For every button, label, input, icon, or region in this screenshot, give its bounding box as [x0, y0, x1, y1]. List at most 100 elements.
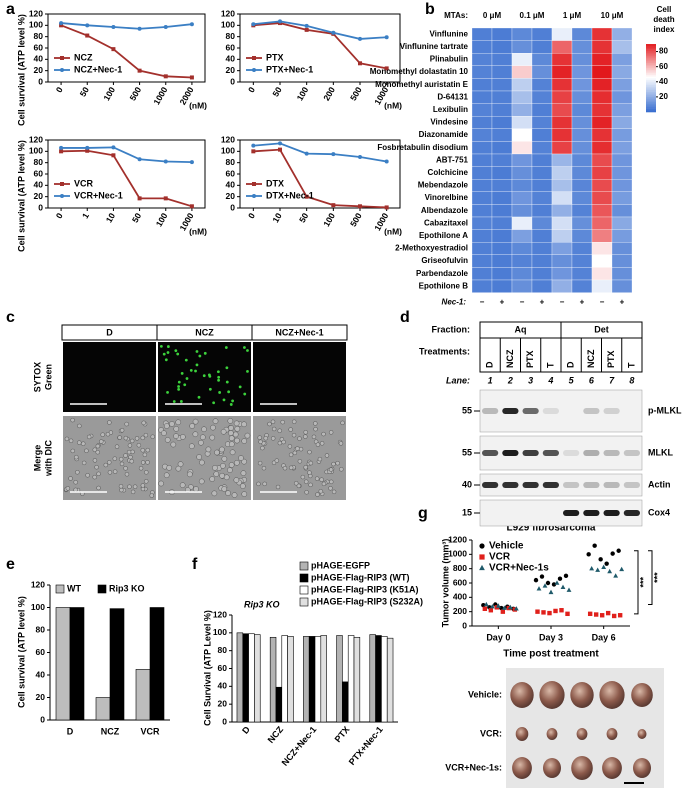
legend-label: VCR+Nec-1s [489, 563, 549, 574]
y-tick-label: 0 [462, 620, 467, 630]
marker [331, 152, 336, 157]
tumor [631, 683, 653, 707]
dic-cell [260, 445, 265, 451]
bar [320, 635, 327, 723]
marker [501, 605, 507, 610]
heatmap-cell [611, 179, 633, 192]
dic-cell [319, 441, 325, 446]
dic-cell [201, 426, 207, 433]
colorbar-step [646, 76, 656, 79]
dic-cell [119, 487, 124, 493]
colorbar-step [646, 98, 656, 101]
dic-cell [267, 421, 272, 427]
marker [189, 22, 194, 27]
y-tick-label: 120 [213, 609, 227, 619]
heatmap-cell [551, 267, 573, 281]
dic-cell [313, 426, 318, 432]
dic-cell [123, 466, 128, 471]
green-cell [212, 401, 216, 405]
dic-cell [220, 463, 226, 469]
dic-cell [315, 442, 321, 447]
x-tick-label: NCZ [101, 726, 120, 736]
tumor [570, 682, 594, 708]
heatmap-cell [551, 65, 573, 79]
green-cell [172, 400, 176, 403]
colorbar-step [646, 103, 656, 106]
dic-cell [112, 469, 118, 474]
bar [149, 607, 165, 721]
heatmap-cell [591, 216, 613, 230]
tumor [571, 756, 593, 780]
marker [548, 589, 554, 595]
dic-cell [307, 449, 312, 455]
marker [163, 196, 168, 201]
dic-cell [73, 487, 78, 493]
heatmap-cell [611, 267, 633, 281]
marker [163, 25, 168, 30]
heatmap-cell [591, 204, 613, 218]
heatmap-cell [491, 204, 513, 218]
legend-label: NCZ+Nec-1 [74, 64, 122, 74]
marker [489, 604, 495, 609]
y-tick-label: 0 [38, 202, 43, 212]
heatmap-cell [591, 267, 613, 281]
dic-cell [244, 432, 251, 439]
row-label: Mebendazole [418, 181, 469, 190]
bar [275, 686, 283, 723]
heatmap-cell [511, 204, 533, 218]
green-cell [194, 369, 197, 373]
marker [137, 68, 142, 73]
heatmap-cell [611, 191, 633, 205]
heatmap-cell [531, 153, 553, 167]
dic-cell [295, 446, 300, 451]
marker [384, 66, 389, 71]
heatmap-cell [511, 141, 533, 155]
treatments-label: Treatments: [419, 346, 470, 356]
dic-cell [321, 431, 326, 437]
dic-cell [293, 481, 299, 486]
y-tick-label: 60 [226, 42, 236, 52]
heatmap-cell [511, 191, 533, 205]
dic-cell [211, 490, 218, 497]
band [502, 482, 519, 488]
marker [358, 155, 362, 159]
legend-marker [60, 68, 64, 72]
marker [251, 22, 256, 27]
marker [617, 613, 623, 618]
dic-cell [129, 459, 134, 464]
heatmap-cell [531, 204, 553, 218]
y-tick-label: 120 [29, 134, 43, 144]
dic-cell [99, 439, 104, 444]
tumor [602, 757, 622, 779]
dic-cell [86, 434, 92, 440]
green-cell [180, 371, 184, 375]
legend-swatch [299, 585, 309, 595]
heatmap-cell [531, 279, 553, 293]
dic-cell [85, 473, 90, 478]
heatmap-cell [591, 279, 613, 293]
dic-cell [335, 460, 340, 466]
heatmap-cell [531, 242, 553, 255]
dic-cell [198, 439, 204, 446]
marker [565, 611, 570, 617]
heatmap-cell [471, 216, 493, 230]
marker [163, 159, 168, 164]
marker [507, 604, 513, 610]
heatmap-cell [591, 65, 613, 79]
dic-cell [227, 467, 233, 473]
heatmap-cell [491, 27, 513, 41]
dic-cell [92, 458, 98, 463]
heatmap-cell [551, 128, 573, 142]
heatmap-cell [491, 141, 513, 155]
green-cell [246, 369, 249, 373]
heatmap-cell [531, 216, 553, 230]
heatmap-cell [551, 279, 573, 293]
bar [281, 635, 288, 723]
x-axis-unit: (nM) [384, 226, 402, 236]
heatmap-cell [571, 216, 593, 230]
green-cell [184, 358, 188, 362]
heatmap-cell [491, 116, 513, 129]
heatmap-cell [491, 65, 513, 79]
y-tick-label: 60 [36, 647, 46, 657]
column-header: NCZ [195, 327, 214, 337]
